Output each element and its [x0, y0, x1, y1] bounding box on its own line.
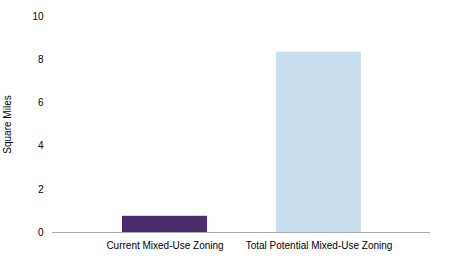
svg-text:4: 4 — [38, 140, 44, 151]
svg-text:2: 2 — [38, 184, 44, 195]
svg-text:Total Potential Mixed-Use Zoni: Total Potential Mixed-Use Zoning — [246, 240, 393, 251]
svg-text:0: 0 — [38, 227, 44, 238]
svg-text:6: 6 — [38, 97, 44, 108]
svg-text:8: 8 — [38, 54, 44, 65]
svg-text:Square Miles: Square Miles — [2, 95, 13, 153]
svg-text:10: 10 — [32, 11, 44, 22]
svg-text:Current Mixed-Use Zoning: Current Mixed-Use Zoning — [106, 240, 223, 251]
